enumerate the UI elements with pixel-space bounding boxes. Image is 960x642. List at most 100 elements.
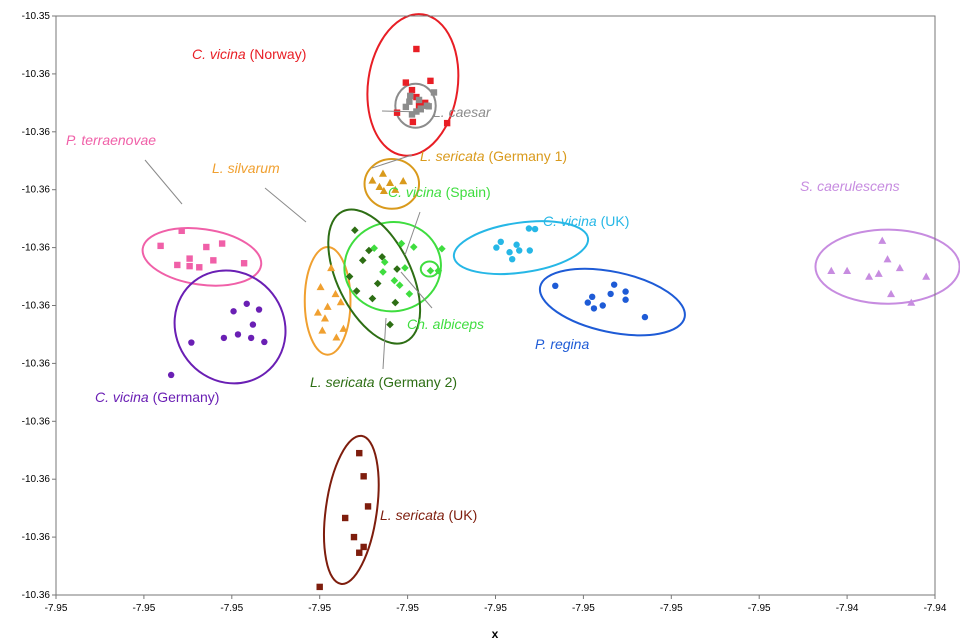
y-tick-label: -10.36 [22,69,51,80]
point-s-caerulescens [907,298,916,306]
point-l-sericata-germany-1 [379,186,388,195]
point-c-vicina-uk [531,225,539,233]
label-qualifier: (Spain) [442,184,491,200]
ellipse-p-terraenovae [141,227,263,287]
point-c-vicina-germany [247,334,255,342]
x-tick-label: -7.95 [660,603,683,614]
point-c-vicina-spain [438,244,446,253]
point-l-silvarum [336,298,345,306]
x-tick-label: -7.95 [572,603,595,614]
label-species: L. caesar [433,104,492,120]
x-tick-label: -7.95 [396,603,419,614]
point-c-vicina-spain [379,268,387,276]
label-c-vicina-germany: C. vicina (Germany) [95,389,219,405]
point-l-caesar [406,98,413,105]
point-c-vicina-uk [526,247,533,254]
point-l-silvarum [332,333,341,341]
x-tick-label: -7.95 [484,603,507,614]
ellipse-l-caesar [394,82,437,129]
point-l-silvarum [323,302,332,310]
point-p-terraenovae [178,227,185,235]
label-l-sericata-germany-2: L. sericata (Germany 2) [310,374,457,390]
label-qualifier: (UK) [597,213,630,229]
point-c-vicina-uk [506,249,513,256]
point-p-terraenovae [186,255,193,262]
point-c-vicina-germany [249,321,257,328]
point-l-sericata-germany-2 [358,256,367,265]
point-c-vicina-spain [397,239,406,248]
point-l-sericata-germany-2 [368,294,377,303]
label-species: L. silvarum [212,160,280,176]
point-c-vicina-germany [255,306,263,313]
point-s-caerulescens [827,266,836,274]
ellipse-c-vicina-uk [452,220,590,275]
leader-line-l-silvarum [264,187,307,223]
point-l-sericata-germany-1 [375,182,384,191]
point-s-caerulescens [878,236,887,244]
point-c-vicina-norway [393,109,401,116]
point-c-vicina-norway [427,77,434,85]
point-p-terraenovae [196,264,203,271]
label-species: L. sericata [380,507,445,523]
point-s-caerulescens [865,272,874,280]
ellipse-l-sericata-germany-1 [363,158,421,210]
ellipse-l-sericata-uk [323,434,380,585]
y-tick-label: -10.36 [22,243,51,254]
point-c-vicina-germany [188,339,195,346]
label-s-caerulescens: S. caerulescens [800,178,900,194]
point-l-silvarum [320,314,329,322]
point-s-caerulescens [883,255,892,263]
plot-area-frame [55,15,936,596]
y-tick-label: -10.36 [22,185,51,196]
label-l-caesar: L. caesar [433,104,492,120]
label-qualifier: (Germany 1) [485,148,567,164]
label-species: L. sericata [310,374,375,390]
point-l-sericata-germany-2 [373,279,382,288]
leader-line-l-caesar [381,110,425,113]
point-c-vicina-spain [390,276,399,285]
point-c-vicina-norway [408,86,416,94]
label-l-silvarum: L. silvarum [212,160,280,176]
point-l-sericata-uk [360,473,367,480]
point-p-terraenovae [240,260,248,267]
point-p-terraenovae [186,262,193,270]
label-ch-albiceps: Ch. albiceps [407,316,484,332]
label-l-sericata-uk: L. sericata (UK) [380,507,477,523]
point-p-terraenovae [157,242,164,250]
point-p-regina [584,299,591,306]
leader-line-l-sericata-germany-2 [382,317,387,370]
point-l-caesar [407,92,414,100]
point-c-vicina-germany [261,338,268,346]
x-axis-title: x [492,627,499,641]
label-c-vicina-spain: C. vicina (Spain) [388,184,491,200]
x-tick-label: -7.94 [924,603,947,614]
point-l-sericata-germany-2 [386,320,394,329]
y-tick-label: -10.36 [22,590,51,601]
x-tick-label: -7.95 [45,603,68,614]
point-l-sericata-germany-1 [368,176,377,184]
label-c-vicina-norway: C. vicina (Norway) [192,46,306,62]
point-l-caesar [425,103,432,110]
ellipse-l-sericata-germany-2 [327,208,422,345]
point-l-sericata-uk [360,543,367,551]
point-l-sericata-germany-2 [391,298,400,307]
label-p-regina: P. regina [535,336,589,352]
point-l-sericata-germany-1 [391,185,400,193]
point-p-terraenovae [218,240,226,247]
point-c-vicina-norway [443,119,451,127]
point-p-regina [588,293,596,301]
point-p-regina [641,313,649,321]
y-tick-label: -10.36 [22,358,51,369]
leader-line-p-terraenovae [144,159,183,205]
point-ch-albiceps [426,266,435,275]
y-tick-label: -10.36 [22,127,51,138]
y-tick-label: -10.35 [22,11,51,22]
point-p-regina [552,282,559,290]
label-species: C. vicina [192,46,246,62]
leader-line-l-sericata-germany-1 [371,154,413,169]
point-l-caesar [415,96,423,104]
point-c-vicina-uk [516,247,523,254]
point-l-silvarum [318,326,327,334]
point-l-sericata-uk [316,583,323,591]
